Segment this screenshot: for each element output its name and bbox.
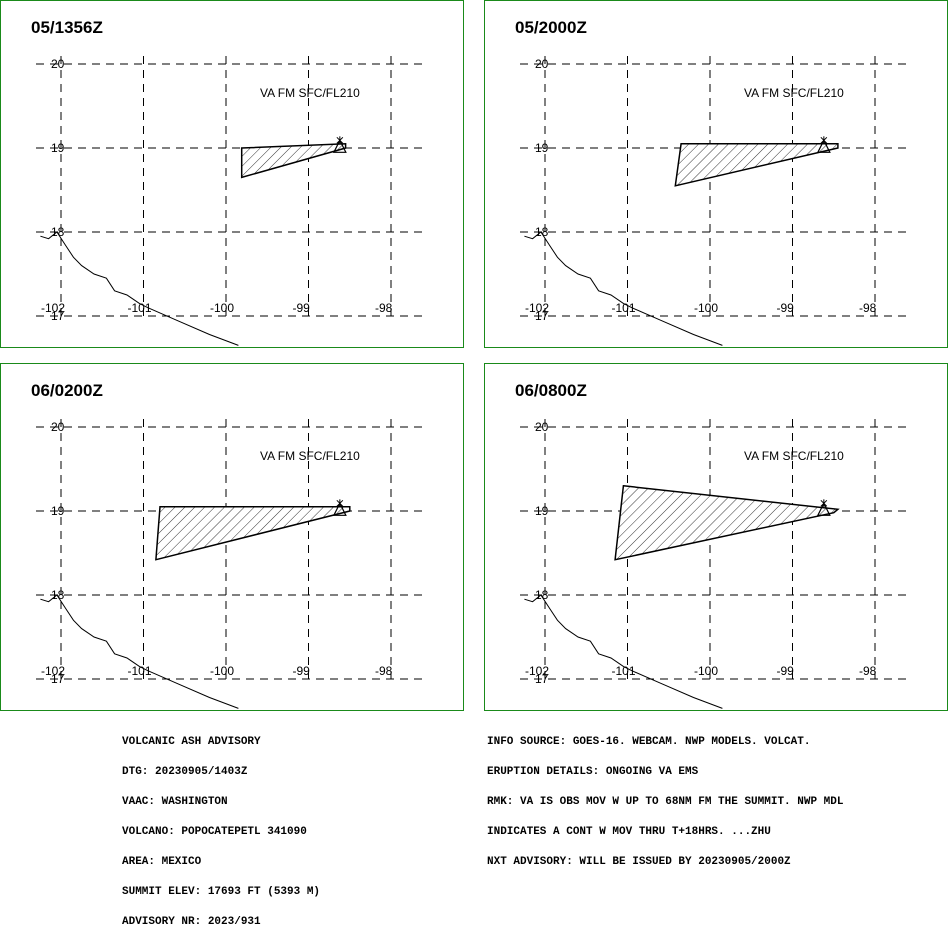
coastline [524,231,723,346]
lon-tick-label: -99 [777,664,795,678]
ash-level-label: VA FM SFC/FL210 [744,449,844,463]
ash-cloud-polygon [240,143,347,179]
ash-level-label: VA FM SFC/FL210 [260,449,360,463]
lat-tick-label: 19 [51,504,65,518]
lon-tick-label: -101 [612,664,636,678]
lon-tick-label: -99 [293,664,311,678]
advisory-line: RMK: VA IS OBS MOV W UP TO 68NM FM THE S… [487,796,844,808]
lon-tick-label: -101 [128,301,152,315]
lon-tick-label: -100 [694,664,718,678]
lon-tick-label: -100 [210,664,234,678]
map-svg: 20 19 18 17-102 -101 -100 -99 -98 [36,419,423,709]
lat-tick-label: 17 [51,309,65,323]
ash-level-label: VA FM SFC/FL210 [744,86,844,100]
advisory-right: INFO SOURCE: GOES-16. WEBCAM. NWP MODELS… [487,717,843,877]
lat-tick-label: 18 [51,588,65,602]
lon-tick-label: -102 [525,301,549,315]
map-svg: 20 19 18 17-102 -101 -100 -99 -98 [36,56,423,346]
panel-time: 06/0200Z [31,381,103,400]
volcano-icon [816,136,831,153]
map-svg: 20 19 18 17-102 -101 -100 -99 -98 [520,419,907,709]
advisory-line: AREA: MEXICO [122,856,202,868]
ash-cloud-polygon [155,506,351,561]
lat-tick-label: 17 [535,309,549,323]
lat-tick-label: 18 [535,225,549,239]
lon-tick-label: -99 [777,301,795,315]
lat-tick-label: 18 [535,588,549,602]
lat-tick-label: 18 [51,225,65,239]
panel-time: 05/1356Z [31,18,103,37]
lat-tick-label: 19 [51,141,65,155]
lat-tick-label: 20 [535,57,549,71]
coastline [40,594,239,709]
lat-tick-label: 19 [535,504,549,518]
lat-tick-label: 20 [51,420,65,434]
coastline [524,594,723,709]
lat-tick-label: 19 [535,141,549,155]
volcano-icon [332,499,347,516]
lon-tick-label: -100 [210,301,234,315]
ash-cloud-polygon [614,484,840,561]
map-panel-4: 06/0800Z VA FM SFC/FL210 20 19 18 17 -102 -10… [484,363,948,711]
advisory-line: ADVISORY NR: 2023/931 [122,916,261,928]
panel-time: 05/2000Z [515,18,587,37]
panel-time: 06/0800Z [515,381,587,400]
map-svg: 20 19 18 17-102 -101 -100 -99 -98 [520,56,907,346]
advisory-line: DTG: 20230905/1403Z [122,766,248,778]
lon-tick-label: -102 [41,664,65,678]
lat-tick-label: 17 [51,672,65,686]
map-panel-2: 05/2000Z VA FM SFC/FL210 20 19 18 17 -102 -10… [484,0,948,348]
lon-tick-label: -98 [375,301,393,315]
lat-tick-label: 17 [535,672,549,686]
ash-level-label: VA FM SFC/FL210 [260,86,360,100]
advisory-line: NXT ADVISORY: WILL BE ISSUED BY 20230905… [487,856,791,868]
advisory-line: VOLCANIC ASH ADVISORY [122,736,261,748]
volcano-icon [332,136,347,153]
lon-tick-label: -98 [375,664,393,678]
coastline [40,231,239,346]
lon-tick-label: -102 [41,301,65,315]
lat-tick-label: 20 [51,57,65,71]
lon-tick-label: -98 [859,664,877,678]
advisory-line: ERUPTION DETAILS: ONGOING VA EMS [487,766,699,778]
map-panel-1: 05/1356Z VA FM SFC/FL210 20 19 18 17 -102 -10… [0,0,464,348]
lon-tick-label: -100 [694,301,718,315]
advisory-line: INFO SOURCE: GOES-16. WEBCAM. NWP MODELS… [487,736,811,748]
lon-tick-label: -98 [859,301,877,315]
advisory-line: INDICATES A CONT W MOV THRU T+18HRS. ...… [487,826,771,838]
lat-tick-label: 20 [535,420,549,434]
lon-tick-label: -101 [612,301,636,315]
lon-tick-label: -99 [293,301,311,315]
advisory-line: VAAC: WASHINGTON [122,796,228,808]
advisory-line: SUMMIT ELEV: 17693 FT (5393 M) [122,886,321,898]
map-panel-3: 06/0200Z VA FM SFC/FL210 20 19 18 17 -102 -10… [0,363,464,711]
volcano-icon [816,499,831,516]
ash-cloud-polygon [674,143,839,187]
lon-tick-label: -102 [525,664,549,678]
advisory-left: VOLCANIC ASH ADVISORY DTG: 20230905/1403… [122,717,320,937]
advisory-line: VOLCANO: POPOCATEPETL 341090 [122,826,307,838]
lon-tick-label: -101 [128,664,152,678]
